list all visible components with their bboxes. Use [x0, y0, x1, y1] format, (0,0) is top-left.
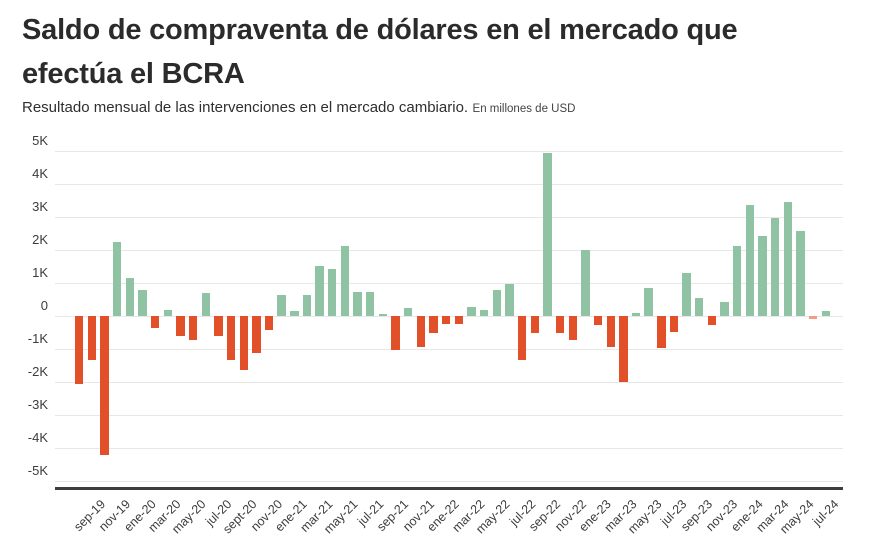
bar-sep-19[interactable]	[87, 316, 97, 360]
bar-sept-20[interactable]	[239, 316, 248, 371]
bar-oct-21[interactable]	[404, 308, 413, 316]
y-axis-tick-label: 1K	[32, 265, 48, 280]
bar-mar-24[interactable]	[771, 218, 780, 316]
y-axis-tick-label: 5K	[32, 133, 48, 148]
bar-abr-23[interactable]	[631, 313, 641, 316]
y-axis-tick-label: -4K	[27, 430, 48, 445]
bar-jun-22[interactable]	[505, 284, 514, 316]
bar-dic-20[interactable]	[277, 294, 286, 316]
bar-may-20[interactable]	[188, 316, 198, 341]
gridline	[55, 414, 843, 416]
bar-jul-22[interactable]	[517, 316, 527, 360]
bar-nov-23[interactable]	[720, 302, 729, 316]
bar-sep-23[interactable]	[695, 298, 704, 316]
bar-ago-20[interactable]	[226, 316, 236, 360]
bar-ene-24[interactable]	[745, 205, 755, 316]
gridline	[55, 480, 843, 482]
bar-jul-23[interactable]	[669, 316, 679, 333]
bar-may-23[interactable]	[644, 287, 653, 316]
chart-subtitle: Resultado mensual de las intervenciones …	[22, 99, 862, 117]
bar-ago-19[interactable]	[75, 316, 84, 384]
y-axis-tick-label: 0	[40, 298, 48, 313]
bar-abr-22[interactable]	[479, 309, 489, 316]
bar-dic-23[interactable]	[733, 245, 742, 316]
bar-abr-21[interactable]	[328, 269, 337, 316]
gridline	[55, 348, 843, 350]
bar-ago-23[interactable]	[682, 273, 691, 316]
y-axis-tick-label: 3K	[32, 199, 48, 214]
bar-feb-23[interactable]	[606, 316, 615, 347]
bar-feb-22[interactable]	[454, 316, 464, 324]
bar-dic-22[interactable]	[581, 249, 590, 316]
bar-ene-21[interactable]	[290, 311, 299, 316]
gridline	[55, 183, 843, 185]
bar-ene-23[interactable]	[593, 316, 603, 325]
gridline	[55, 447, 843, 449]
bar-ago-22[interactable]	[530, 316, 539, 334]
bar-feb-24[interactable]	[758, 236, 767, 316]
gridline	[55, 249, 843, 251]
bar-dic-21[interactable]	[429, 316, 438, 334]
bar-may-22[interactable]	[492, 289, 501, 316]
bar-oct-20[interactable]	[252, 316, 261, 354]
bar-feb-20[interactable]	[150, 316, 160, 328]
chart-unit-note: En millones de USD	[472, 103, 576, 115]
y-axis-tick-label: 4K	[32, 166, 48, 181]
bar-nov-20[interactable]	[264, 316, 274, 330]
bar-jun-20[interactable]	[201, 292, 210, 316]
bar-dic-19[interactable]	[125, 278, 134, 316]
bar-sep-21[interactable]	[391, 316, 400, 350]
gridline	[55, 282, 843, 284]
bar-may-24[interactable]	[796, 230, 805, 316]
x-axis-tick-label: jul-24	[810, 497, 842, 529]
bar-oct-23[interactable]	[707, 316, 717, 326]
bar-nov-19[interactable]	[112, 241, 122, 316]
gridline	[55, 150, 843, 152]
bar-jul-20[interactable]	[214, 316, 223, 336]
bar-may-21[interactable]	[340, 245, 350, 316]
bar-ene-20[interactable]	[138, 289, 147, 316]
bar-jun-24[interactable]	[808, 316, 818, 319]
y-axis-tick-label: 2K	[32, 232, 48, 247]
bar-jun-23[interactable]	[657, 316, 666, 349]
bar-jun-21[interactable]	[353, 291, 362, 316]
bar-mar-22[interactable]	[467, 306, 476, 316]
chart-subtitle-text: Resultado mensual de las intervenciones …	[22, 99, 469, 116]
bar-sep-22[interactable]	[543, 152, 552, 316]
bar-nov-21[interactable]	[416, 316, 426, 348]
bar-jul-24[interactable]	[821, 311, 831, 316]
bar-abr-24[interactable]	[783, 202, 793, 316]
bar-oct-22[interactable]	[555, 316, 565, 334]
bar-jul-21[interactable]	[366, 291, 375, 316]
chart-title: Saldo de compraventa de dólares en el me…	[22, 14, 738, 90]
bar-feb-21[interactable]	[302, 294, 312, 316]
bar-ene-22[interactable]	[441, 316, 451, 324]
bar-abr-20[interactable]	[176, 316, 185, 336]
gridline	[55, 216, 843, 218]
y-axis-tick-label: -1K	[27, 331, 48, 346]
y-axis-tick-label: -3K	[27, 397, 48, 412]
gridline	[55, 381, 843, 383]
y-axis-tick-label: -5K	[27, 463, 48, 478]
bar-nov-22[interactable]	[568, 316, 577, 340]
y-axis-tick-label: -2K	[27, 364, 48, 379]
bar-ago-21[interactable]	[378, 314, 388, 317]
x-axis-line	[55, 487, 843, 490]
bar-mar-23[interactable]	[619, 316, 628, 382]
bar-mar-21[interactable]	[315, 265, 324, 316]
bar-oct-19[interactable]	[100, 316, 109, 455]
bar-mar-20[interactable]	[163, 310, 172, 316]
